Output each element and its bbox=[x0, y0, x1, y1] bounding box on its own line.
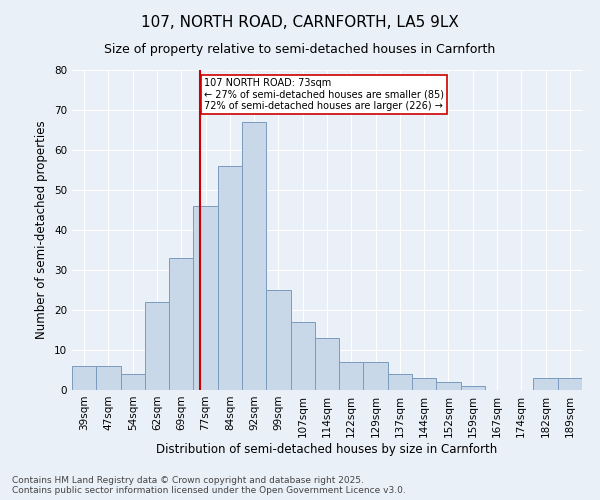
Bar bbox=[96, 366, 121, 390]
Bar bbox=[436, 382, 461, 390]
Bar bbox=[388, 374, 412, 390]
X-axis label: Distribution of semi-detached houses by size in Carnforth: Distribution of semi-detached houses by … bbox=[157, 442, 497, 456]
Bar bbox=[121, 374, 145, 390]
Bar bbox=[558, 378, 582, 390]
Text: 107, NORTH ROAD, CARNFORTH, LA5 9LX: 107, NORTH ROAD, CARNFORTH, LA5 9LX bbox=[141, 15, 459, 30]
Bar bbox=[242, 122, 266, 390]
Bar bbox=[193, 206, 218, 390]
Bar bbox=[315, 338, 339, 390]
Text: 107 NORTH ROAD: 73sqm
← 27% of semi-detached houses are smaller (85)
72% of semi: 107 NORTH ROAD: 73sqm ← 27% of semi-deta… bbox=[204, 78, 444, 111]
Bar bbox=[266, 290, 290, 390]
Text: Contains HM Land Registry data © Crown copyright and database right 2025.
Contai: Contains HM Land Registry data © Crown c… bbox=[12, 476, 406, 495]
Text: Size of property relative to semi-detached houses in Carnforth: Size of property relative to semi-detach… bbox=[104, 42, 496, 56]
Bar bbox=[218, 166, 242, 390]
Bar bbox=[412, 378, 436, 390]
Bar bbox=[72, 366, 96, 390]
Bar bbox=[290, 322, 315, 390]
Y-axis label: Number of semi-detached properties: Number of semi-detached properties bbox=[35, 120, 49, 340]
Bar bbox=[169, 258, 193, 390]
Bar bbox=[339, 362, 364, 390]
Bar bbox=[364, 362, 388, 390]
Bar bbox=[461, 386, 485, 390]
Bar bbox=[145, 302, 169, 390]
Bar bbox=[533, 378, 558, 390]
